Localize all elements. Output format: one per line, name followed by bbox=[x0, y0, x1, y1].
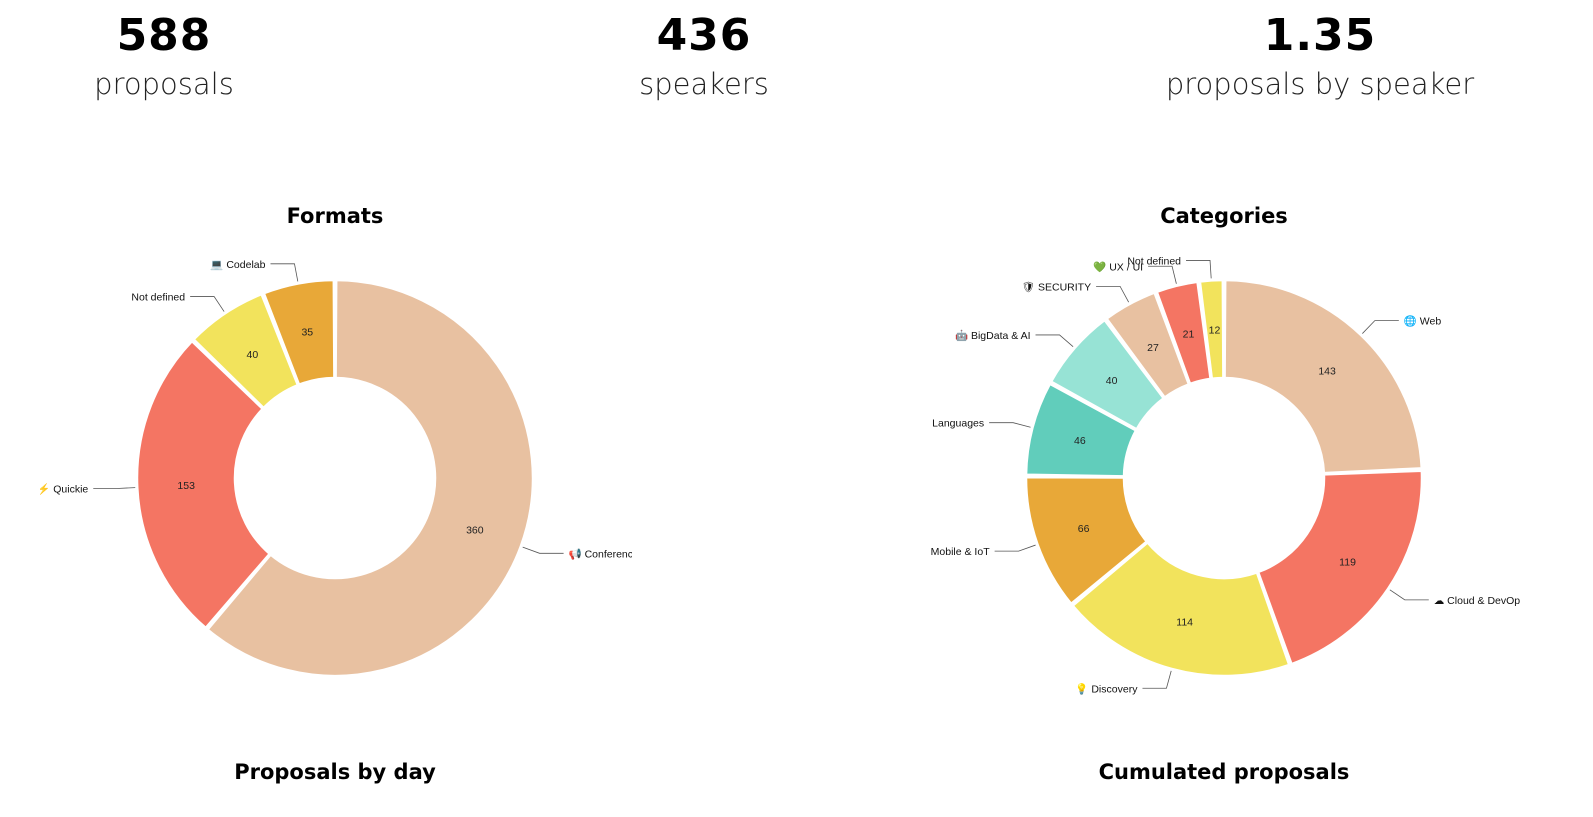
legend-label-web: 🌐 Web bbox=[1404, 315, 1442, 328]
value-label-cloud-devops: 119 bbox=[1339, 556, 1356, 568]
leader-line-quickie bbox=[93, 487, 136, 489]
stat-value: 1.35 bbox=[1263, 10, 1377, 61]
stat-label: proposals by speaker bbox=[1165, 67, 1475, 101]
categories-chart-title: Categories bbox=[1160, 204, 1288, 228]
leader-line-web bbox=[1362, 320, 1399, 334]
formats-chart-title: Formats bbox=[286, 204, 384, 228]
stat-speakers: 436 speakers bbox=[504, 6, 904, 102]
stat-proposals: 588 proposals bbox=[0, 6, 364, 102]
leader-line-not-defined bbox=[1186, 260, 1212, 279]
slice-quickie[interactable] bbox=[135, 339, 272, 630]
value-label-not-defined: 12 bbox=[1209, 324, 1221, 336]
stat-value: 588 bbox=[116, 10, 212, 61]
slice-languages[interactable] bbox=[1024, 382, 1138, 478]
slice-not-defined[interactable] bbox=[191, 292, 300, 410]
slice-codelab[interactable] bbox=[262, 278, 336, 387]
slice-discovery[interactable] bbox=[1070, 540, 1291, 678]
legend-label-conference: 📢 Conference bbox=[569, 547, 639, 560]
value-label-security: 27 bbox=[1147, 342, 1159, 354]
stat-label: speakers bbox=[639, 67, 769, 101]
proposals-by-day-title: Proposals by day bbox=[234, 760, 436, 784]
value-label-ux-ui: 21 bbox=[1183, 328, 1195, 340]
leader-line-languages bbox=[989, 422, 1031, 428]
slice-security[interactable] bbox=[1104, 290, 1191, 400]
leader-line-ux-ui bbox=[1148, 265, 1177, 284]
leader-line-conference bbox=[522, 546, 564, 554]
value-label-discovery: 114 bbox=[1176, 617, 1193, 629]
slice-bigdata-ai[interactable] bbox=[1049, 318, 1166, 432]
slice-web[interactable] bbox=[1223, 278, 1424, 475]
value-label-conference: 360 bbox=[466, 524, 484, 536]
leader-line-security bbox=[1096, 285, 1130, 303]
legend-label-not-defined: Not defined bbox=[1127, 255, 1181, 267]
value-label-codelab: 35 bbox=[301, 327, 313, 339]
slice-mobile-iot[interactable] bbox=[1024, 475, 1149, 606]
leader-line-not-defined bbox=[190, 296, 225, 312]
legend-label-languages: Languages bbox=[932, 418, 984, 430]
legend-label-cloud-devops: ☁ Cloud & DevOps bbox=[1434, 595, 1526, 607]
leader-line-bigdata-ai bbox=[1035, 334, 1074, 348]
slice-cloud-devops[interactable] bbox=[1256, 469, 1424, 666]
legend-label-mobile-iot: 📱 Mobile & IoT bbox=[915, 545, 991, 558]
value-label-web: 143 bbox=[1318, 365, 1336, 377]
legend-label-codelab: 💻 Codelab bbox=[210, 259, 265, 271]
legend-label-security: 🛡 SECURITY bbox=[1022, 281, 1091, 293]
legend-label-bigdata-ai: 🤖 BigData & AI bbox=[955, 329, 1031, 342]
stat-value: 436 bbox=[656, 10, 752, 61]
value-label-mobile-iot: 66 bbox=[1078, 523, 1090, 535]
value-label-not-defined: 40 bbox=[247, 349, 259, 361]
slice-not-defined[interactable] bbox=[1198, 278, 1225, 381]
legend-label-quickie: ⚡ Quickie bbox=[37, 482, 88, 495]
leader-line-discovery bbox=[1142, 670, 1172, 689]
stat-proposals-by-speaker: 1.35 proposals by speaker bbox=[1120, 6, 1520, 102]
leader-line-cloud-devops bbox=[1389, 589, 1429, 601]
stat-label: proposals bbox=[94, 67, 234, 101]
value-label-languages: 46 bbox=[1074, 435, 1086, 447]
value-label-bigdata-ai: 40 bbox=[1106, 375, 1118, 387]
cumulated-proposals-title: Cumulated proposals bbox=[1098, 760, 1350, 784]
leader-line-mobile-iot bbox=[994, 544, 1036, 552]
leader-line-codelab bbox=[270, 263, 299, 282]
slice-conference[interactable] bbox=[205, 278, 535, 678]
legend-label-ux-ui: 💚 UX / UI bbox=[1093, 260, 1143, 273]
legend-label-not-defined: Not defined bbox=[131, 292, 185, 304]
value-label-quickie: 153 bbox=[177, 480, 195, 492]
legend-label-discovery: 💡 Discovery bbox=[1075, 682, 1138, 695]
